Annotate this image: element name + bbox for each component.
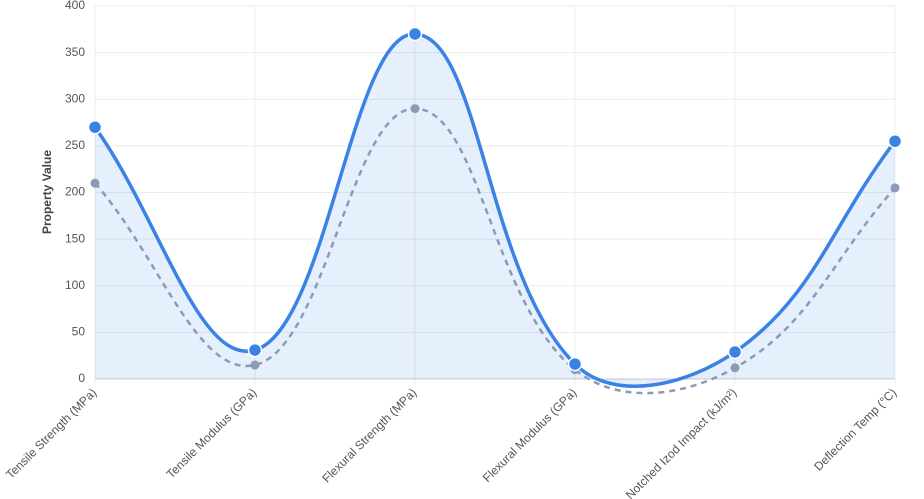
point xyxy=(90,178,100,188)
point xyxy=(250,360,260,370)
y-axis-label: Property Value xyxy=(40,150,54,234)
x-tick-label: Deflection Temp (°C) xyxy=(811,385,899,473)
line xyxy=(94,107,896,395)
x-tick-label: Tensile Modulus (GPa) xyxy=(164,385,260,481)
y-tick-label: 100 xyxy=(65,278,85,292)
y-tick-label: 250 xyxy=(65,138,85,152)
y-tick-label: 300 xyxy=(65,91,85,105)
x-tick-label: Tensile Strength (MPa) xyxy=(3,385,99,481)
point xyxy=(407,26,423,42)
area xyxy=(95,33,895,387)
y-tick-label: 0 xyxy=(78,371,85,385)
point xyxy=(567,356,583,372)
x-tick-label: Notched Izod Impact (kJ/m²) xyxy=(623,385,739,499)
point xyxy=(727,344,743,360)
point xyxy=(410,104,420,114)
y-tick-label: 400 xyxy=(65,0,85,12)
x-tick-label: Flexural Strength (MPa) xyxy=(319,385,419,485)
x-tick-label: Flexural Modulus (GPa) xyxy=(480,385,580,485)
y-tick-label: 50 xyxy=(72,325,86,339)
point xyxy=(730,363,740,373)
line xyxy=(93,32,897,388)
point xyxy=(87,119,103,135)
y-tick-label: 200 xyxy=(65,185,85,199)
y-tick-label: 350 xyxy=(65,45,85,59)
point xyxy=(890,183,900,193)
point xyxy=(247,342,263,358)
y-tick-label: 150 xyxy=(65,231,85,245)
point xyxy=(887,133,903,149)
